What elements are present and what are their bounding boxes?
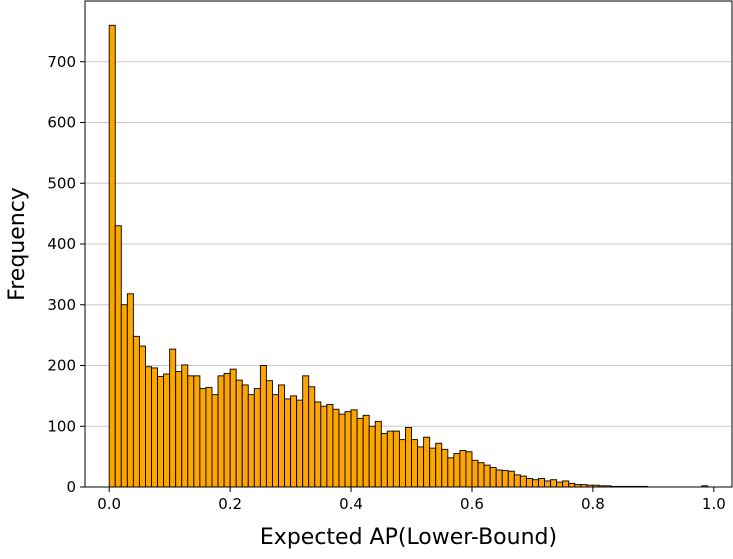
x-tick-label: 0.8 (581, 495, 605, 513)
histogram-bar (278, 384, 285, 488)
histogram-bar (429, 447, 437, 488)
y-tick-label: 200 (47, 357, 76, 375)
histogram-bar (175, 371, 183, 488)
x-tick-label: 1.0 (702, 495, 726, 513)
histogram-bar (380, 433, 388, 488)
x-tick-label: 0.4 (339, 495, 363, 513)
axis-ticks: 0.0 0.2 0.4 0.6 0.8 1.0 0 100 200 300 400 500 600 700 (47, 53, 725, 513)
histogram-bar (157, 375, 165, 488)
histogram-bar (538, 478, 546, 488)
histogram-bar (441, 448, 449, 488)
histogram-bar (229, 368, 237, 488)
histogram-bar (120, 304, 128, 488)
histogram-bar (314, 401, 322, 488)
histogram-bar (169, 348, 177, 488)
histogram-bar (132, 335, 140, 488)
histogram-bar (392, 430, 400, 488)
histogram-bar (265, 380, 273, 488)
histogram-bar (253, 388, 261, 488)
y-tick-label: 700 (47, 53, 76, 71)
histogram-bar (344, 411, 352, 488)
histogram-bar (271, 394, 279, 488)
histogram-bar (453, 453, 461, 488)
histogram-bar (501, 470, 509, 488)
histogram-bar (187, 375, 195, 488)
histogram-bar (532, 479, 539, 488)
histogram-bar (550, 479, 558, 488)
histogram-bar (302, 375, 310, 488)
histogram-bar (417, 446, 425, 488)
histogram-bar (126, 293, 134, 488)
y-tick-label: 300 (47, 296, 76, 314)
histogram-bar (405, 427, 412, 488)
histogram-bar (259, 365, 267, 488)
histogram-bar (507, 470, 515, 488)
histogram-bar (368, 425, 376, 488)
histogram-bar (350, 409, 358, 488)
histogram-bar (199, 388, 207, 488)
histogram-bar (308, 386, 316, 488)
histogram-bar (108, 24, 116, 488)
histogram-bar (513, 474, 521, 488)
histogram-bar (519, 475, 527, 488)
histogram-bar (181, 364, 189, 488)
histogram-bar (525, 478, 533, 488)
histogram-bar (411, 439, 419, 488)
histogram-bar (556, 481, 564, 488)
histogram-bar (483, 464, 491, 488)
histogram-bar (205, 386, 213, 488)
histogram-bar (495, 469, 503, 488)
y-axis-label: Frequency (5, 187, 30, 301)
x-tick-label: 0.6 (460, 495, 484, 513)
histogram-bar (332, 408, 340, 488)
histogram-bar (223, 372, 231, 488)
histogram-bar (374, 420, 382, 488)
y-tick-label: 400 (47, 235, 76, 253)
histogram-bar (235, 379, 243, 488)
histogram-bar (241, 384, 249, 488)
histogram-bar (471, 459, 479, 488)
histogram-bar (477, 462, 485, 488)
histogram-bar (163, 373, 171, 488)
histogram-bar (568, 482, 576, 488)
x-axis-label: Expected AP(Lower-Bound) (260, 525, 557, 550)
histogram-bar (217, 375, 225, 488)
histogram-bar (296, 399, 304, 488)
histogram-bar (211, 394, 219, 488)
y-tick-label: 0 (66, 478, 76, 496)
histogram-bar (151, 367, 159, 488)
histogram-bar (138, 345, 146, 488)
histogram-bar (447, 457, 455, 488)
histogram-bar (284, 398, 292, 488)
histogram-bar (320, 405, 328, 488)
histogram-bar (459, 450, 467, 488)
histogram-bar (423, 436, 431, 488)
histogram-bar (145, 366, 152, 488)
histogram-bar (435, 442, 443, 488)
histogram-bar (562, 480, 570, 488)
histogram-bar (362, 414, 370, 488)
histogram-bar (489, 467, 497, 488)
histogram-bar (114, 225, 122, 488)
histogram-bar (338, 413, 346, 488)
histogram-bar (356, 417, 364, 488)
histogram-bar (326, 403, 334, 488)
histogram-bar (544, 480, 552, 488)
y-tick-label: 500 (47, 174, 76, 192)
histogram-bars (108, 24, 709, 488)
y-tick-label: 600 (47, 114, 76, 132)
histogram-bar (290, 395, 298, 488)
histogram-bar (247, 394, 255, 488)
histogram-bar (398, 439, 406, 488)
x-tick-label: 0.0 (97, 495, 121, 513)
histogram-bar (386, 430, 394, 488)
histogram-bar (465, 451, 473, 488)
y-tick-label: 100 (47, 417, 76, 435)
x-tick-label: 0.2 (218, 495, 242, 513)
histogram-bar (193, 375, 201, 488)
